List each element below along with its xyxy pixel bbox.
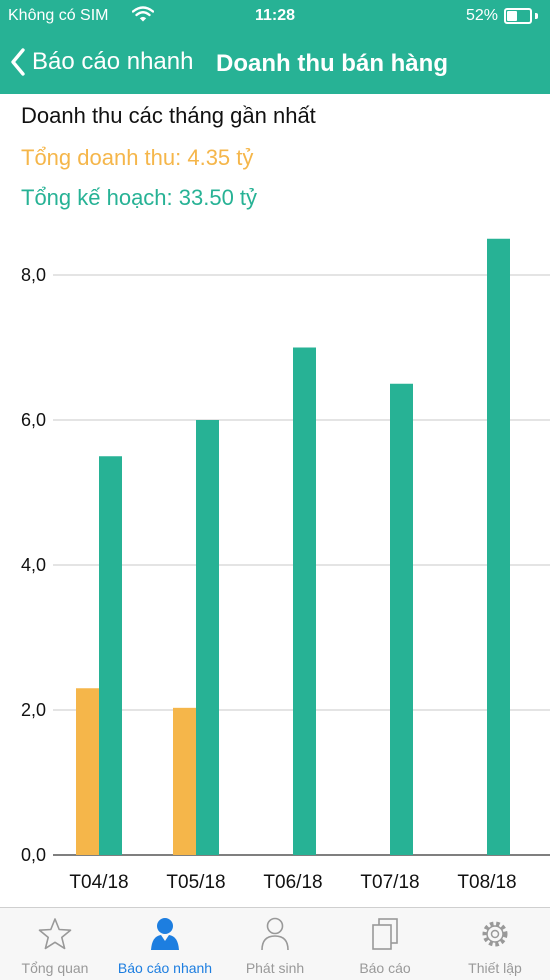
tab-label: Báo cáo nhanh (117, 960, 213, 976)
x-tick-label: T07/18 (360, 872, 419, 893)
tab-bar: Tổng quan Báo cáo nhanh Phát sinh Báo cá… (0, 907, 550, 980)
x-tick-label: T06/18 (263, 872, 322, 893)
x-tick-label: T05/18 (166, 872, 225, 893)
app-header: Không có SIM 11:28 52% Báo cáo nhanh Doa… (0, 0, 550, 94)
y-tick-label: 2,0 (21, 700, 46, 720)
plan-bar (487, 238, 510, 855)
total-plan: Tổng kế hoạch: 33.50 tỷ (21, 185, 258, 210)
gear-icon (482, 921, 508, 947)
tab-overview[interactable]: Tổng quan (0, 908, 110, 980)
x-tick-label: T04/18 (69, 872, 128, 893)
tab-label: Phát sinh (245, 960, 305, 976)
documents-icon (372, 918, 398, 950)
star-icon (38, 918, 72, 950)
person-icon (151, 918, 179, 950)
plan-bar (390, 383, 413, 855)
summary-title: Doanh thu các tháng gần nhất (21, 103, 316, 128)
plan-bar (293, 347, 316, 855)
x-tick-label: T08/18 (457, 872, 516, 893)
clock: 11:28 (254, 7, 296, 24)
tab-quick-report[interactable]: Báo cáo nhanh (110, 908, 220, 980)
battery-icon (504, 8, 532, 24)
user-outline-icon (261, 917, 289, 951)
carrier-label: Không có SIM (8, 7, 109, 24)
plan-bar (99, 456, 122, 855)
status-bar: Không có SIM 11:28 52% (0, 0, 550, 32)
wifi-icon (131, 6, 155, 27)
y-tick-label: 8,0 (21, 265, 46, 285)
y-tick-label: 4,0 (21, 555, 46, 575)
tab-label: Thiết lập (468, 960, 522, 976)
tab-label: Báo cáo (359, 960, 411, 976)
chevron-left-icon (11, 48, 25, 76)
back-button-label: Báo cáo nhanh (32, 48, 194, 75)
y-tick-label: 0,0 (21, 845, 46, 865)
tab-reports[interactable]: Báo cáo (330, 908, 440, 980)
tab-activity[interactable]: Phát sinh (220, 908, 330, 980)
plan-bar (196, 420, 219, 855)
y-tick-label: 6,0 (21, 410, 46, 430)
revenue-bar (76, 688, 99, 855)
revenue-bar (173, 707, 196, 855)
page-title: Doanh thu bán hàng (216, 50, 448, 77)
navigation-bar: Báo cáo nhanh Doanh thu bán hàng (0, 40, 550, 84)
revenue-bar-chart: 0,0 2,0 4,0 6,0 8,0 T04/18 T05/18 T06/18 T07/18 T… (21, 238, 550, 893)
battery-tip (535, 13, 538, 19)
battery-percentage: 52% (465, 7, 498, 24)
total-revenue: Tổng doanh thu: 4.35 tỷ (21, 145, 254, 170)
back-button[interactable]: Báo cáo nhanh (10, 44, 193, 80)
tab-settings[interactable]: Thiết lập (440, 908, 550, 980)
tab-label: Tổng quan (21, 960, 89, 976)
